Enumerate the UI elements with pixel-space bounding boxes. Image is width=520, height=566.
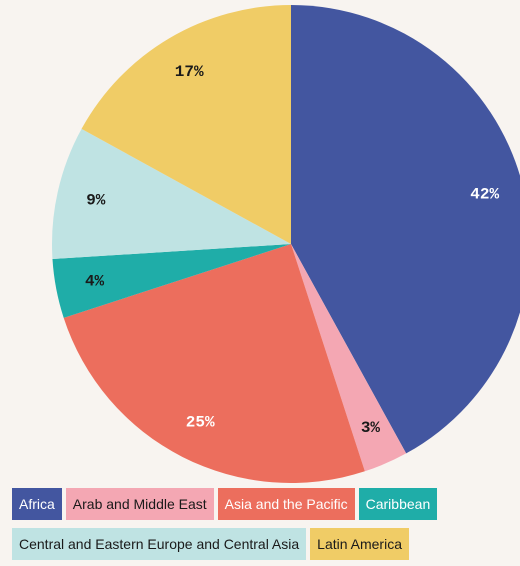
pie-slice bbox=[52, 244, 291, 318]
pie-slice bbox=[81, 5, 291, 244]
pie-chart: 42% 3% 25% 4% 9% 17% bbox=[52, 5, 520, 483]
value-label: 3% bbox=[361, 419, 381, 437]
legend-item: Caribbean bbox=[358, 488, 438, 520]
value-label: 9% bbox=[86, 192, 106, 210]
value-label: 17% bbox=[175, 63, 204, 81]
value-label: 42% bbox=[470, 185, 499, 203]
legend-item: Arab and Middle East bbox=[65, 488, 214, 520]
pie-slice bbox=[291, 5, 520, 454]
pie-slice bbox=[52, 128, 291, 260]
legend-item: Asia and the Pacific bbox=[217, 488, 355, 520]
pie-slice bbox=[291, 244, 407, 472]
value-label: 4% bbox=[85, 273, 105, 291]
pie-slice bbox=[63, 244, 365, 483]
legend-item: Central and Eastern Europe and Central A… bbox=[12, 528, 307, 560]
legend-item: Latin America bbox=[310, 528, 409, 560]
value-label: 25% bbox=[186, 413, 215, 431]
legend-item: Africa bbox=[12, 488, 62, 520]
legend: Africa Arab and Middle East Asia and the P… bbox=[12, 488, 512, 560]
